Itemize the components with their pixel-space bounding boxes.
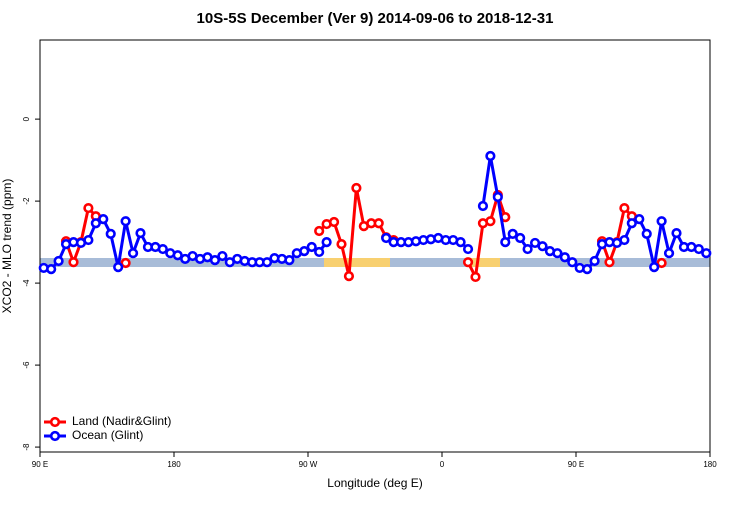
y-axis-label: XCO2 - MLO trend (ppm) bbox=[0, 179, 14, 314]
x-tick-label: 90 E bbox=[568, 460, 584, 469]
point bbox=[98, 214, 109, 225]
x-tick-label: 0 bbox=[440, 460, 445, 469]
point bbox=[522, 243, 533, 255]
plot-frame bbox=[39, 39, 711, 453]
point bbox=[284, 255, 295, 266]
point bbox=[641, 228, 652, 240]
land-band bbox=[466, 258, 500, 267]
point bbox=[127, 248, 139, 259]
point bbox=[83, 202, 94, 214]
point bbox=[559, 252, 570, 263]
point bbox=[619, 234, 630, 246]
point bbox=[172, 250, 183, 261]
point bbox=[582, 264, 593, 275]
point bbox=[649, 262, 660, 273]
point bbox=[552, 248, 563, 259]
point bbox=[328, 216, 340, 228]
point bbox=[656, 216, 667, 227]
point bbox=[634, 214, 645, 225]
point bbox=[537, 241, 548, 252]
point bbox=[477, 200, 489, 212]
point bbox=[485, 150, 496, 162]
point bbox=[462, 243, 474, 255]
point bbox=[381, 232, 392, 244]
point bbox=[619, 202, 630, 214]
point bbox=[567, 257, 578, 268]
legend-marker bbox=[49, 430, 61, 442]
y-tick-label: -2 bbox=[22, 197, 31, 205]
point bbox=[693, 243, 704, 255]
point bbox=[306, 241, 317, 253]
legend-marker bbox=[49, 416, 61, 428]
point bbox=[515, 232, 526, 244]
point bbox=[217, 250, 228, 262]
point bbox=[351, 182, 362, 194]
point bbox=[90, 218, 101, 229]
x-axis-label: Longitude (deg E) bbox=[327, 476, 422, 490]
point bbox=[157, 243, 168, 255]
point bbox=[135, 227, 146, 239]
chart-title: 10S-5S December (Ver 9) 2014-09-06 to 20… bbox=[197, 10, 554, 27]
point bbox=[299, 246, 310, 257]
point bbox=[105, 228, 116, 240]
x-tick-label: 90 E bbox=[32, 460, 48, 469]
point bbox=[656, 257, 667, 269]
y-tick-label: 0 bbox=[22, 116, 31, 121]
point bbox=[604, 257, 615, 268]
point bbox=[46, 264, 57, 275]
point bbox=[470, 271, 481, 283]
point bbox=[500, 237, 511, 248]
point bbox=[455, 237, 466, 248]
y-tick-label: -8 bbox=[22, 443, 31, 451]
point bbox=[626, 218, 637, 229]
point bbox=[53, 255, 64, 267]
x-tick-label: 180 bbox=[167, 460, 181, 469]
point bbox=[336, 239, 347, 250]
point bbox=[209, 255, 221, 266]
point bbox=[120, 216, 131, 227]
point bbox=[701, 248, 712, 259]
point bbox=[261, 257, 273, 268]
point bbox=[485, 216, 496, 227]
point bbox=[120, 257, 131, 269]
point bbox=[83, 234, 94, 246]
point bbox=[373, 218, 384, 229]
mask-band bbox=[40, 258, 710, 267]
legend-label: Ocean (Glint) bbox=[72, 428, 143, 442]
x-tick-label: 180 bbox=[703, 460, 717, 469]
point bbox=[492, 191, 503, 203]
point bbox=[321, 237, 332, 248]
point bbox=[671, 227, 682, 239]
legend-label: Land (Nadir&Glint) bbox=[72, 414, 171, 428]
y-tick-label: -6 bbox=[22, 361, 31, 369]
x-tick-label: 90 W bbox=[299, 460, 318, 469]
point bbox=[113, 262, 124, 273]
point bbox=[507, 228, 518, 240]
point bbox=[589, 255, 600, 267]
point bbox=[314, 225, 325, 237]
point bbox=[462, 257, 474, 268]
point bbox=[663, 248, 675, 259]
point bbox=[68, 257, 79, 268]
point bbox=[343, 271, 355, 282]
land-band bbox=[324, 258, 390, 267]
y-tick-label: -4 bbox=[22, 279, 31, 287]
point bbox=[314, 246, 325, 258]
